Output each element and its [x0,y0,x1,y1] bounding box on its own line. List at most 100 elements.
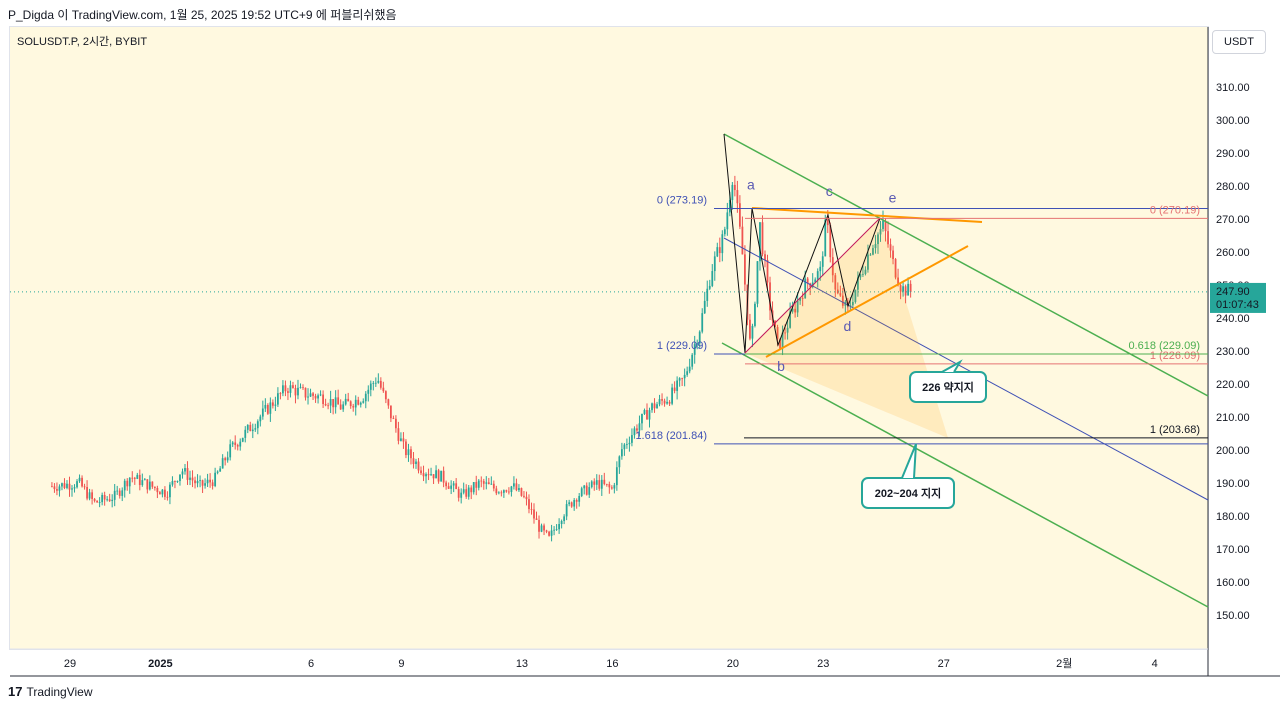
candle-body [462,489,465,493]
candle-body [671,387,673,404]
candle-body [211,482,214,486]
candle-body [528,499,530,510]
candle-body [294,387,297,396]
candle-body [676,380,679,391]
candle-body [106,499,109,501]
candle-body [899,285,902,292]
candle-body [153,486,156,488]
tradingview-brand: TradingView [26,684,93,699]
price-tick-label: 170.00 [1216,544,1250,556]
candle-body [206,479,209,484]
candle-body [86,487,88,499]
candle-body [749,319,751,339]
time-tick-label: 6 [308,658,314,670]
candle-body [799,298,802,301]
currency-button[interactable]: USDT [1212,30,1266,54]
candle-body [608,484,611,488]
candle-body [269,402,272,414]
candle-body [834,275,837,290]
candle-body [909,283,912,292]
candles-group [51,175,912,542]
candle-body [631,435,633,443]
tradingview-logo[interactable]: 17 TradingView [8,684,93,699]
candle-body [161,489,164,495]
candle-body [58,486,61,491]
candle-body [317,395,319,399]
candle-body [505,490,508,492]
candle-body [402,438,405,442]
callout-pointer [941,359,963,373]
candle-body [141,480,144,486]
publish-info: P_Digda 이 TradingView.com, 1월 25, 2025 1… [8,8,397,22]
candle-body [708,285,711,289]
candle-body [615,467,618,486]
candle-body [395,418,397,429]
candle-body [475,482,478,488]
candle-body [111,499,114,502]
candle-body [600,479,603,489]
candle-body [821,256,824,267]
candle-body [297,387,299,396]
candle-body [319,394,322,396]
candle-body [839,293,842,296]
candle-body [515,483,518,491]
candle-body [766,260,769,283]
candle-body [447,486,450,489]
candle-body [282,385,284,394]
price-tick-label: 300.00 [1216,115,1250,127]
candle-body [513,483,515,487]
fib-level-label: 1 (226.09) [1150,350,1200,362]
candle-body [254,428,257,430]
candle-body [357,399,360,405]
candle-body [794,308,797,313]
candle-body [613,485,616,489]
tradingview-logo-icon: 17 [8,684,23,699]
candle-body [605,483,608,485]
candle-body [196,481,199,484]
candle-body [726,212,729,230]
symbol-title[interactable]: SOLUSDT.P, 2시간, BYBIT [17,36,148,48]
candle-body [96,500,99,503]
candle-body [523,495,525,497]
candle-body [410,449,412,459]
price-box-price: 247.90 [1216,286,1250,298]
candle-body [661,399,663,401]
candle-body [563,516,566,522]
candle-body [432,474,435,479]
candle-body [344,398,347,405]
candle-body [332,399,335,408]
candle-body [477,480,480,488]
candle-body [174,481,176,482]
candle-body [698,331,701,344]
candle-body [495,488,498,494]
time-tick-label: 9 [398,658,404,670]
candle-body [287,391,289,393]
candle-body [113,490,116,500]
candle-body [804,278,807,299]
candle-body [405,441,407,456]
fib-level-label: 1 (229.09) [657,340,707,352]
candle-body [801,298,804,299]
fib-level-label: 0.618 (229.09) [1128,340,1200,352]
candle-body [553,529,555,531]
candle-body [610,487,613,489]
candle-body [457,489,460,498]
price-tick-label: 290.00 [1216,148,1250,160]
candle-body [309,393,312,397]
candle-body [678,378,681,381]
candle-body [56,489,58,491]
candle-body [302,387,304,389]
fib-level-label: 1.618 (201.84) [635,430,707,442]
wave-label: a [747,176,755,192]
price-tick-label: 280.00 [1216,181,1250,193]
candle-body [691,354,694,367]
candle-body [884,220,887,232]
candle-body [663,400,666,404]
candle-body [181,471,184,475]
candle-body [673,387,676,391]
candle-body [359,402,362,405]
candle-body [831,257,834,276]
price-tick-label: 220.00 [1216,379,1250,391]
candle-body [595,480,598,485]
